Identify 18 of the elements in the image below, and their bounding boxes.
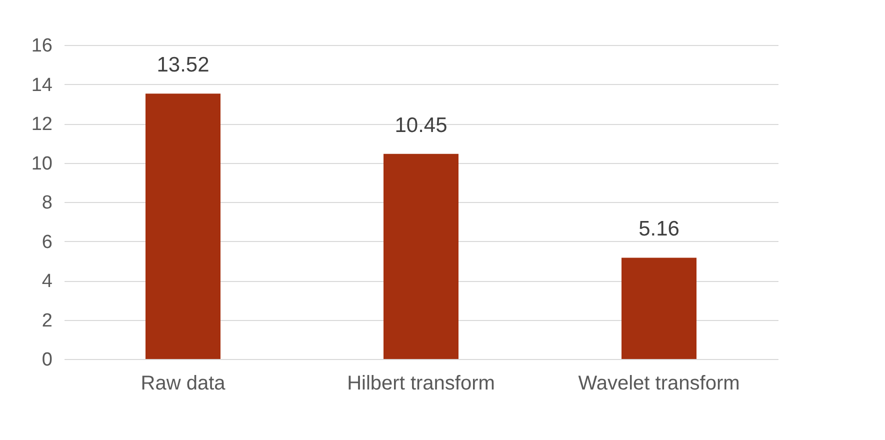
y-tick-label: 0 — [42, 350, 52, 370]
y-tick-label: 12 — [31, 114, 52, 135]
y-tick-label: 14 — [31, 74, 53, 96]
y-tick-label: 4 — [42, 271, 53, 292]
y-tick-label: 10 — [31, 153, 52, 174]
bar — [384, 154, 458, 359]
bar — [146, 94, 220, 359]
data-label: 5.16 — [638, 218, 680, 241]
y-tick-label: 8 — [42, 192, 52, 214]
data-label: 10.45 — [394, 114, 448, 137]
x-tick-label: Raw data — [140, 372, 226, 394]
bar — [622, 258, 696, 359]
data-label: 13.52 — [156, 54, 210, 77]
x-tick-label: Wavelet transform — [578, 372, 740, 394]
y-tick-label: 6 — [42, 232, 52, 253]
y-tick-label: 2 — [42, 310, 52, 332]
x-tick-label: Hilbert transform — [347, 372, 495, 394]
y-tick-label: 16 — [31, 36, 52, 56]
